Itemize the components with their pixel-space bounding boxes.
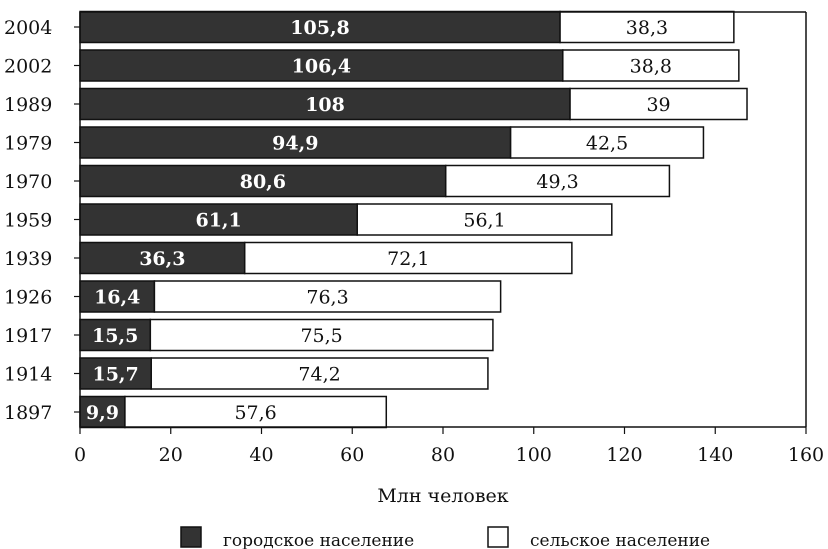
bar-rural xyxy=(150,357,489,390)
bar-rural xyxy=(559,10,735,44)
legend-swatch-urban xyxy=(180,526,202,548)
bar-urban xyxy=(79,87,571,121)
x-axis: 0 20 40 60 80 100 120 140 160 xyxy=(74,426,824,466)
y-tick-label: 1897 xyxy=(4,402,52,424)
bar-urban xyxy=(79,357,152,390)
bar-rural xyxy=(243,241,573,275)
data-label-urban: 15,7 xyxy=(92,364,138,386)
data-label-rural: 76,3 xyxy=(306,287,348,309)
bar-rural xyxy=(124,395,388,429)
y-tick-label: 1979 xyxy=(4,133,52,155)
bar-urban xyxy=(79,126,512,159)
data-label-urban: 16,4 xyxy=(94,287,140,309)
data-label-urban: 9,9 xyxy=(86,402,119,424)
bar-urban xyxy=(79,49,564,82)
bar-rural xyxy=(444,164,671,198)
y-tick-label: 1970 xyxy=(4,171,52,193)
bar-rural xyxy=(153,280,502,313)
data-label-urban: 105,8 xyxy=(290,17,350,39)
x-tick-label: 0 xyxy=(74,444,86,466)
y-tick-label: 1914 xyxy=(4,364,52,386)
data-label-urban: 108 xyxy=(305,94,345,116)
data-label-rural: 56,1 xyxy=(463,210,505,232)
x-axis-label: Млн человек xyxy=(377,485,508,507)
bar-rural xyxy=(562,49,740,82)
data-label-rural: 75,5 xyxy=(300,325,342,347)
x-tick-label: 160 xyxy=(788,444,824,466)
data-label-rural: 38,8 xyxy=(630,56,672,78)
x-tick-label: 140 xyxy=(697,444,733,466)
bar-rural xyxy=(569,87,748,121)
bar-rural xyxy=(356,203,613,236)
y-tick-label: 1926 xyxy=(4,287,52,309)
data-label-rural: 42,5 xyxy=(586,133,628,155)
data-label-rural: 39 xyxy=(646,94,670,116)
y-tick-label: 1939 xyxy=(4,248,52,270)
data-label-urban: 94,9 xyxy=(272,133,318,155)
bar-rural xyxy=(149,318,494,352)
bars-group: 105,8 38,3 106,4 38,8 108 39 94,9 42,5 80,6 49,3 6… xyxy=(79,10,748,429)
legend-swatch-rural xyxy=(487,526,509,548)
y-axis: 2004 2002 1989 1979 1970 1959 1939 1926 1917 1914… xyxy=(4,11,807,427)
data-label-rural: 74,2 xyxy=(298,364,340,386)
data-label-urban: 36,3 xyxy=(139,248,185,270)
data-label-rural: 38,3 xyxy=(626,17,668,39)
y-tick-label: 1989 xyxy=(4,94,52,116)
y-tick-label: 2002 xyxy=(4,56,52,78)
x-tick-label: 80 xyxy=(431,444,455,466)
y-tick-label: 2004 xyxy=(4,17,52,39)
data-label-urban: 15,5 xyxy=(92,325,138,347)
data-label-urban: 61,1 xyxy=(195,210,241,232)
data-label-urban: 106,4 xyxy=(292,56,352,78)
y-tick-label: 1959 xyxy=(4,210,52,232)
data-label-rural: 72,1 xyxy=(387,248,429,270)
x-tick-label: 100 xyxy=(516,444,552,466)
legend-label-urban: городское население xyxy=(223,531,414,549)
data-label-rural: 49,3 xyxy=(536,171,578,193)
data-label-urban: 80,6 xyxy=(240,171,286,193)
bar-urban xyxy=(79,241,246,275)
y-tick-label: 1917 xyxy=(4,325,52,347)
x-tick-label: 120 xyxy=(606,444,642,466)
bar-rural xyxy=(509,126,705,159)
data-label-rural: 57,6 xyxy=(234,402,276,424)
x-tick-label: 20 xyxy=(159,444,183,466)
x-tick-label: 40 xyxy=(249,444,273,466)
x-tick-label: 60 xyxy=(340,444,364,466)
legend: городское население сельское население xyxy=(180,526,710,549)
legend-label-rural: сельское население xyxy=(530,531,710,549)
